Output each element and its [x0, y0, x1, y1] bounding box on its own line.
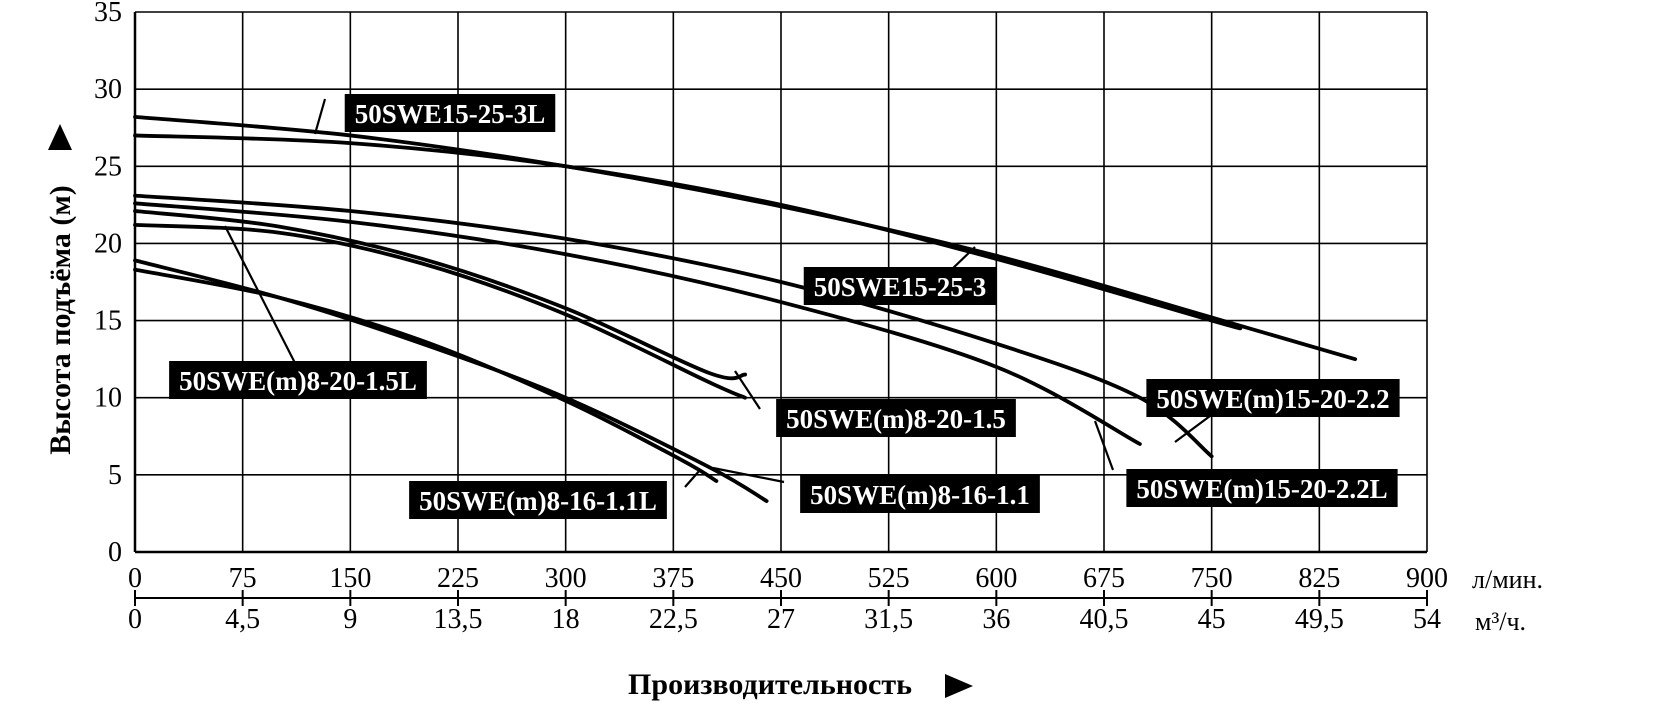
curve-series-7 [133, 267, 719, 483]
x-tick-label-secondary: 31,5 [864, 604, 913, 635]
x-tick-label-secondary: 4,5 [225, 604, 260, 635]
y-tick-label: 35 [94, 0, 122, 28]
y-tick-label: 15 [94, 306, 122, 337]
x-tick-label-primary: 150 [329, 563, 371, 594]
curve-label-text: 50SWE(m)8-16-1.1 [810, 480, 1030, 510]
curve-label-text: 50SWE(m)8-20-1.5 [786, 404, 1006, 434]
label-leader-line [313, 98, 327, 135]
x-tick-label-primary: 450 [760, 563, 802, 594]
curve-label-text: 50SWE(m)8-20-1.5L [179, 366, 417, 396]
curve-label-s0: 50SWE15-25-3L [344, 94, 556, 132]
curve-series-4 [133, 209, 748, 381]
x-tick-label-primary: 750 [1191, 563, 1233, 594]
x-unit-secondary: м³/ч. [1475, 607, 1526, 636]
x-tick-label-primary: 600 [975, 563, 1017, 594]
curve-series [133, 115, 1358, 503]
label-leader-line [684, 469, 701, 488]
y-tick-label: 0 [108, 537, 122, 568]
x-tick-label-primary: 300 [545, 563, 587, 594]
curve-label-s6: 50SWE(m)8-16-1.1 [800, 475, 1040, 513]
label-leader-line [712, 466, 785, 484]
x-tick-label-primary: 375 [652, 563, 694, 594]
x-tick-label-primary: 0 [128, 563, 142, 594]
x-axis-arrow-icon [945, 674, 973, 698]
x-tick-label-secondary: 54 [1413, 604, 1441, 635]
curve-series-2 [133, 193, 1214, 459]
curve-label-text: 50SWE(m)15-20-2.2L [1136, 474, 1387, 504]
x-tick-label-primary: 225 [437, 563, 479, 594]
curve-label-text: 50SWE15-25-3L [355, 99, 546, 129]
x-axis-title: Производительность [628, 668, 912, 701]
curve-label-box [169, 361, 427, 399]
x-tick-label-secondary: 0 [128, 604, 142, 635]
curve-label-text: 50SWE(m)8-16-1.1L [419, 486, 657, 516]
y-axis-title: Высота подъёма (м) [44, 185, 77, 455]
label-leader-line [734, 370, 761, 410]
y-tick-label: 10 [94, 383, 122, 414]
curve-label-text: 50SWE15-25-3 [814, 272, 987, 302]
label-leader-line [1174, 415, 1211, 443]
curve-label-s2: 50SWE(m)15-20-2.2 [1146, 379, 1400, 417]
curve-label-box [776, 399, 1016, 437]
curve-label-s4: 50SWE(m)8-20-1.5 [776, 399, 1016, 437]
curve-series-3 [133, 201, 1142, 446]
curve-series-1 [133, 115, 1358, 362]
curve-label-box [800, 475, 1040, 513]
x-tick-label-primary: 525 [868, 563, 910, 594]
curve-label-box [409, 481, 667, 519]
curve-label-box [1126, 469, 1398, 507]
y-tick-label: 25 [94, 151, 122, 182]
label-leader-line [224, 225, 296, 364]
curve-label-box [344, 94, 556, 132]
x-tick-label-secondary: 9 [343, 604, 357, 635]
x-tick-label-primary: 675 [1083, 563, 1125, 594]
x-tick-label-secondary: 40,5 [1080, 604, 1129, 635]
y-tick-label: 30 [94, 74, 122, 105]
y-axis-title-group: Высота подъёма (м) [44, 124, 77, 455]
x-tick-label-secondary: 13,5 [434, 604, 483, 635]
curve-label-s5: 50SWE(m)8-20-1.5L [169, 361, 427, 399]
x-tick-label-secondary: 18 [552, 604, 580, 635]
curve-label-s1: 50SWE15-25-3 [803, 267, 997, 305]
curve-label-box [803, 267, 997, 305]
label-leader-line [1093, 420, 1115, 471]
x-axis-title-group: Производительность [628, 668, 973, 701]
curve-series-5 [133, 223, 748, 400]
label-leaders [224, 98, 1211, 488]
x-tick-label-primary: 825 [1298, 563, 1340, 594]
x-tick-label-secondary: 27 [767, 604, 795, 635]
curve-label-box [1146, 379, 1400, 417]
curve-labels: 50SWE15-25-3L 50SWE15-25-3 50SWE(m)15-20-2… [169, 94, 1400, 519]
curve-label-s3: 50SWE(m)15-20-2.2L [1126, 469, 1398, 507]
grid-lines [133, 11, 1428, 606]
y-tick-label: 20 [94, 228, 122, 259]
x-tick-label-secondary: 36 [982, 604, 1010, 635]
x-tick-label-secondary: 22,5 [649, 604, 698, 635]
curve-label-text: 50SWE(m)15-20-2.2 [1156, 384, 1389, 414]
x-tick-label-primary: 75 [229, 563, 257, 594]
x-tick-label-secondary: 49,5 [1295, 604, 1344, 635]
y-axis-arrow-icon [48, 124, 72, 150]
curve-label-s7: 50SWE(m)8-16-1.1L [409, 481, 667, 519]
y-tick-label: 5 [108, 460, 122, 491]
x-tick-label-secondary: 45 [1198, 604, 1226, 635]
x-tick-label-primary: 900 [1406, 563, 1448, 594]
x-unit-primary: л/мин. [1472, 565, 1543, 594]
